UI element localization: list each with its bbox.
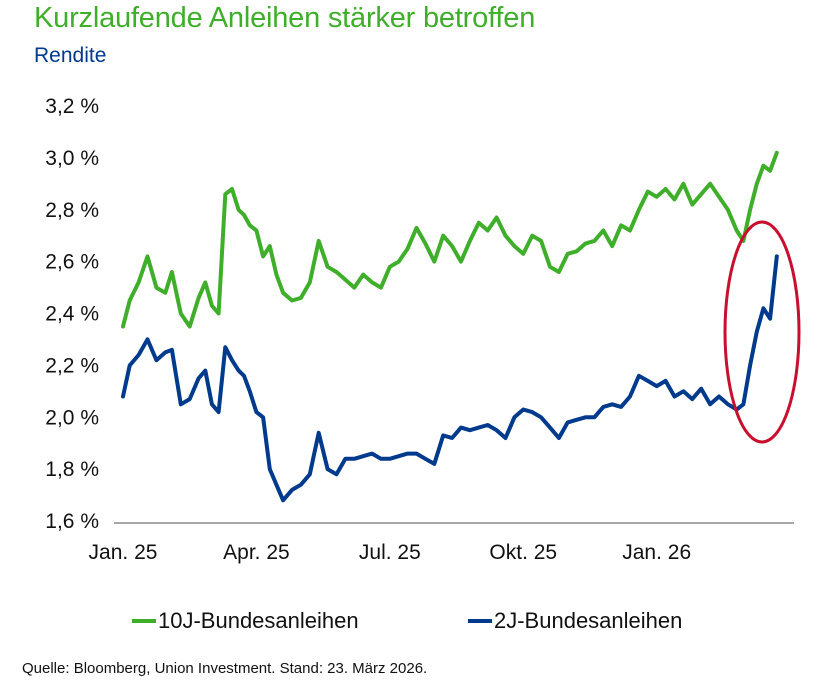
- y-tick-label: 1,6 %: [45, 510, 99, 533]
- source-note: Quelle: Bloomberg, Union Investment. Sta…: [22, 660, 428, 677]
- line-chart: 3,2 % 3,0 % 2,8 % 2,6 % 2,4 % 2,2 % 2,0 % 1,8 %…: [45, 95, 801, 564]
- y-tick-label: 2,0 %: [45, 406, 99, 429]
- series-lines: [121, 150, 779, 503]
- legend-swatch-10y: [132, 619, 156, 623]
- x-axis: Jan. 25 Apr. 25 Jul. 25 Okt. 25 Jan. 26: [89, 541, 692, 564]
- x-tick-label: Jul. 25: [359, 541, 421, 564]
- legend-swatch-2y: [468, 619, 492, 623]
- series-line-10y: [121, 150, 779, 329]
- x-tick-label: Apr. 25: [223, 541, 290, 564]
- chart-title: Kurzlaufende Anleihen stärker betroffen: [34, 2, 536, 34]
- series-line-2y: [121, 254, 779, 503]
- legend-label-2y: 2J-Bundesanleihen: [494, 608, 683, 633]
- legend-item-2y: 2J-Bundesanleihen: [468, 608, 682, 634]
- chart-subtitle: Rendite: [34, 44, 107, 67]
- y-tick-label: 2,6 %: [45, 251, 99, 274]
- y-axis: 3,2 % 3,0 % 2,8 % 2,6 % 2,4 % 2,2 % 2,0 % 1,8 %…: [45, 95, 99, 533]
- y-tick-label: 1,8 %: [45, 458, 99, 481]
- y-tick-label: 2,2 %: [45, 354, 99, 377]
- highlight-ellipse: [723, 220, 801, 444]
- y-tick-label: 2,8 %: [45, 199, 99, 222]
- legend-label-10y: 10J-Bundesanleihen: [158, 608, 359, 633]
- legend: 10J-Bundesanleihen 2J-Bundesanleihen: [0, 608, 824, 638]
- legend-item-10y: 10J-Bundesanleihen: [132, 608, 359, 634]
- y-tick-label: 3,0 %: [45, 147, 99, 170]
- y-tick-label: 2,4 %: [45, 303, 99, 326]
- y-tick-label: 3,2 %: [45, 95, 99, 118]
- x-tick-label: Jan. 26: [622, 541, 691, 564]
- x-tick-label: Okt. 25: [489, 541, 557, 564]
- x-tick-label: Jan. 25: [89, 541, 158, 564]
